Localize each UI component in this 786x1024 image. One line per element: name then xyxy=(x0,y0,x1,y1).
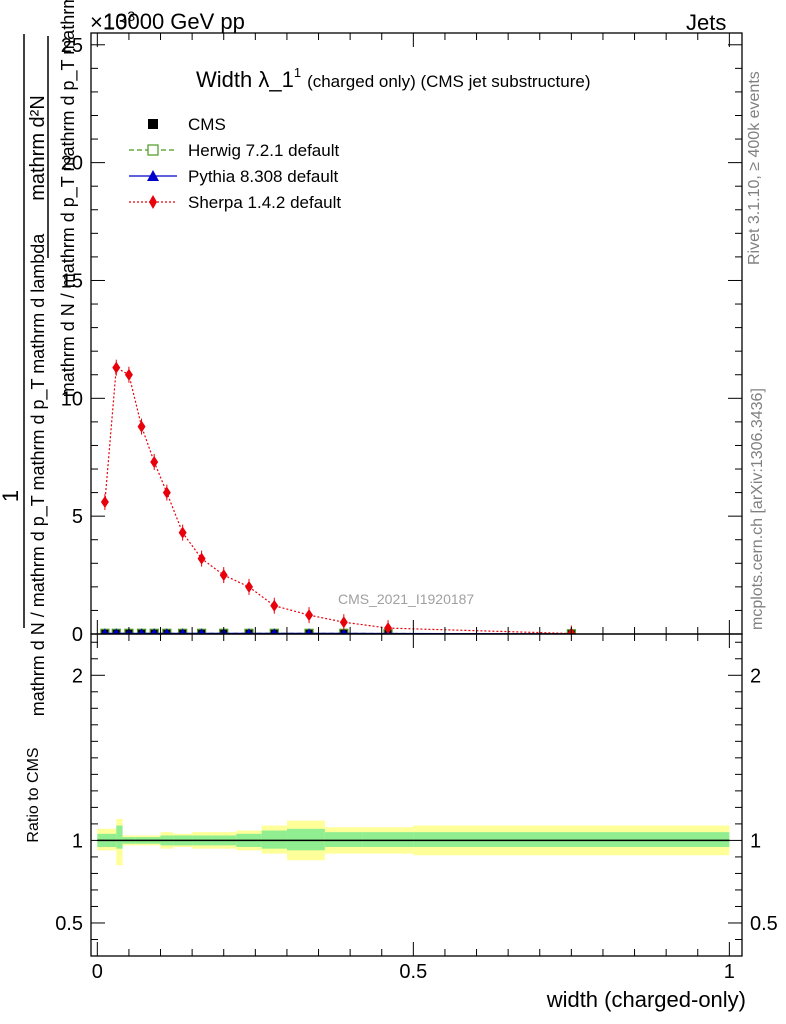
chart-title: Width λ_11 (charged only) (CMS jet substr… xyxy=(196,65,591,92)
pythia-point xyxy=(138,628,145,634)
ratio-y-tick-label-right: 2 xyxy=(750,665,761,687)
ylabel-prefix-numerator: 1 xyxy=(0,490,23,502)
ratio-y-tick-label-right: 0.5 xyxy=(750,913,778,935)
legend-marker xyxy=(147,170,159,181)
legend-marker xyxy=(147,144,159,156)
y-tick-label: 0 xyxy=(72,624,83,646)
pythia-point xyxy=(179,628,186,634)
y-tick-label: 10 xyxy=(61,388,83,410)
pythia-point xyxy=(271,628,278,634)
process-label: Jets xyxy=(686,10,727,35)
legend-marker xyxy=(149,195,157,209)
exponent-base: ×10 xyxy=(90,9,128,35)
legend-label: Sherpa 1.4.2 default xyxy=(188,193,341,212)
chart-title-sup: 1 xyxy=(294,65,301,80)
ratio-y-tick-label: 2 xyxy=(72,665,83,687)
ylabel-prefix-denominator: mathrm d N / mathrm d p_T mathrm d p_T m… xyxy=(28,233,49,716)
y-axis-label: 1 mathrm d²N mathrm d N / mathrm d p_T m… xyxy=(0,0,79,716)
legend-item: CMS xyxy=(148,115,226,134)
ratio-inner-band xyxy=(116,825,123,849)
ratio-ylabel: Ratio to CMS xyxy=(25,747,42,842)
watermark: CMS_2021_I1920187 xyxy=(338,591,474,607)
x-axis-label: width (charged-only) xyxy=(546,987,746,1012)
legend-item: Herwig 7.2.1 default xyxy=(129,141,339,160)
legend-label: Herwig 7.2.1 default xyxy=(188,141,339,160)
ratio-inner-band xyxy=(286,828,325,851)
ylabel-denominator: mathrm d N / mathrm d p_T mathrm d p_T m… xyxy=(58,0,79,397)
x-tick-label: 0 xyxy=(92,961,103,983)
y-tick-label: 20 xyxy=(61,153,83,175)
ratio-inner-band xyxy=(413,832,730,848)
beam-label: 13000 GeV pp xyxy=(103,9,245,34)
pythia-point xyxy=(245,628,253,634)
legend-item: Sherpa 1.4.2 default xyxy=(129,193,341,212)
y-tick-label: 5 xyxy=(72,506,83,528)
pythia-point xyxy=(340,628,347,634)
pythia-point xyxy=(113,628,120,634)
legend-item: Pythia 8.308 default xyxy=(129,167,339,186)
x-tick-label: 1 xyxy=(724,961,735,983)
chart-title-main: Width λ_1 xyxy=(196,67,294,92)
ratio-inner-band xyxy=(324,832,363,848)
pythia-point xyxy=(198,628,205,634)
legend-label: CMS xyxy=(188,115,226,134)
legend-marker xyxy=(148,119,158,129)
ratio-y-tick-label-right: 1 xyxy=(750,830,761,852)
chart-title-rest: (charged only) (CMS jet substructure) xyxy=(307,72,590,91)
ratio-inner-band xyxy=(261,830,287,849)
ratio-y-tick-label: 0.5 xyxy=(55,913,83,935)
ratio-inner-band xyxy=(362,832,414,848)
pythia-point xyxy=(151,628,158,634)
pythia-point xyxy=(305,628,313,634)
exponent-power: 3 xyxy=(127,8,136,24)
ratio-y-tick-label: 1 xyxy=(72,830,83,852)
ratio-frame xyxy=(90,633,743,957)
y-tick-label: 25 xyxy=(61,35,83,57)
legend: CMS Herwig 7.2.1 default Pythia 8.308 defa… xyxy=(129,115,341,212)
legend-label: Pythia 8.308 default xyxy=(188,167,339,186)
exponent-label: ×103 xyxy=(90,8,135,35)
x-tick-label: 0.5 xyxy=(399,961,427,983)
ylabel-numerator: mathrm d²N xyxy=(27,95,49,201)
pythia-point xyxy=(101,628,109,634)
y-tick-label: 15 xyxy=(61,270,83,292)
pythia-point xyxy=(163,628,171,634)
